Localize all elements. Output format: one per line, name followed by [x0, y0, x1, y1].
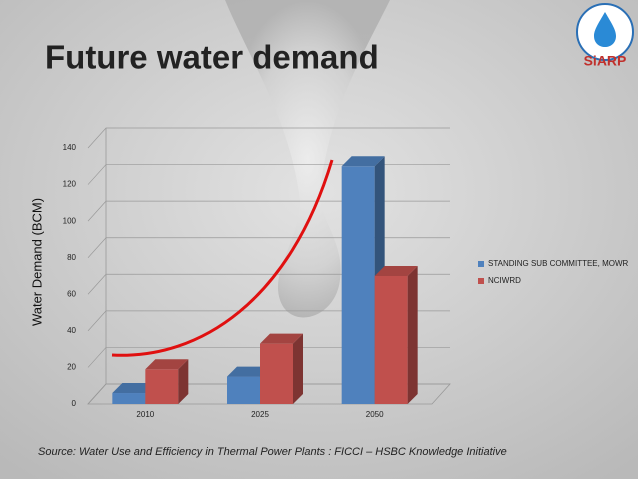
logo-text: SiARP: [584, 53, 627, 69]
grid-line: [87, 237, 450, 258]
bar-top: [260, 333, 303, 344]
y-tick-label: 80: [67, 253, 76, 262]
logo-drop: [594, 12, 616, 47]
logo: SiARP: [576, 3, 634, 69]
y-tick-label: 20: [67, 363, 76, 372]
bar-side: [178, 359, 189, 404]
bar-front: [341, 166, 375, 404]
y-tick-label: 140: [63, 143, 77, 152]
bar-front: [374, 276, 408, 404]
y-tick-label: 0: [72, 399, 77, 408]
bar-top: [112, 383, 156, 394]
legend-label: STANDING SUB COMMITTEE, MOWR: [488, 259, 629, 268]
bar-side: [293, 333, 303, 404]
x-tick-label: 2010: [136, 410, 154, 419]
y-tick-label: 60: [67, 289, 76, 298]
plot-area: 0 20 40 60 80 100 120 140 2010 2025 2050 STANDING S…: [63, 127, 629, 419]
grid-line: [87, 273, 450, 295]
slide-title: Future water demand: [45, 39, 379, 76]
grid-line: [87, 200, 450, 222]
grid-line: [87, 127, 450, 149]
grid-line: [87, 164, 450, 185]
y-axis-title: Water Demand (BCM): [29, 198, 44, 326]
y-tick-label: 40: [67, 326, 76, 335]
legend-swatch: [478, 261, 484, 267]
grid-line: [87, 310, 450, 332]
source-note: Source: Water Use and Efficiency in Ther…: [38, 446, 507, 458]
bar-top: [341, 156, 385, 167]
trend-arrow: [111, 159, 334, 357]
bar-side: [407, 266, 418, 404]
x-tick-label: 2050: [366, 410, 384, 419]
bar-front: [112, 393, 146, 404]
bar-front: [227, 376, 260, 404]
grid-line: [87, 383, 450, 405]
legend-swatch: [478, 278, 484, 284]
bar-top: [227, 366, 270, 377]
water-drop: [225, 0, 390, 318]
y-tick-label: 100: [63, 216, 77, 225]
grid-line: [87, 347, 450, 368]
bar-top: [374, 266, 418, 276]
x-tick-label: 2025: [251, 410, 269, 419]
bar-front: [260, 343, 293, 404]
bar-top: [145, 359, 189, 370]
bar-front: [145, 369, 179, 404]
legend-label: NCIWRD: [488, 276, 521, 285]
y-tick-label: 120: [63, 180, 77, 189]
